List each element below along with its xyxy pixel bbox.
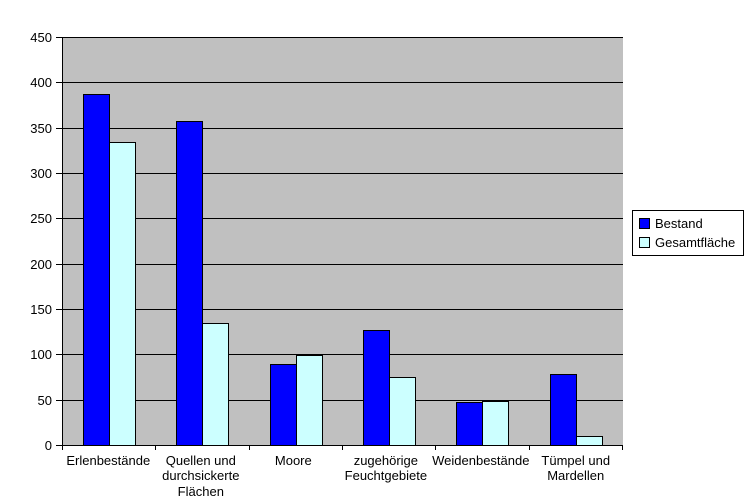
legend: Bestand Gesamtfläche (632, 210, 745, 256)
y-tick-label-100: 100 (30, 347, 52, 362)
gridline-250 (63, 218, 623, 219)
gridline-350 (63, 128, 623, 129)
gridline-450 (63, 37, 623, 38)
gridline-150 (63, 309, 623, 310)
legend-label: Gesamtfläche (655, 235, 736, 250)
bar-gesamtfläche-3 (389, 377, 417, 445)
y-tick-400 (56, 82, 62, 83)
category-group-5 (530, 37, 623, 445)
y-tick-200 (56, 264, 62, 265)
bar-gesamtfläche-2 (295, 355, 323, 445)
bar-bestand-2 (269, 364, 297, 445)
y-tick-label-50: 50 (37, 393, 52, 408)
y-tick-450 (56, 37, 62, 38)
x-tick-4 (435, 446, 436, 450)
y-tick-label-450: 450 (30, 30, 52, 45)
y-tick-0 (56, 445, 62, 446)
category-group-2 (250, 37, 343, 445)
x-tick-6 (622, 446, 623, 450)
y-tick-300 (56, 173, 62, 174)
category-group-1 (156, 37, 249, 445)
x-category-label-3: zugehörige Feuchtgebiete (344, 453, 428, 484)
bar-bestand-4 (456, 402, 484, 445)
gridline-400 (63, 82, 623, 83)
x-tick-3 (342, 446, 343, 450)
y-tick-100 (56, 354, 62, 355)
bar-gesamtfläche-5 (575, 436, 603, 445)
x-category-label-1: Quellen und durchsickerte Flächen (162, 453, 240, 498)
bar-gesamtfläche-4 (482, 401, 510, 445)
bar-gesamtfläche-1 (202, 323, 230, 445)
x-category-label-5: Tümpel und Mardellen (541, 453, 611, 484)
y-tick-label-150: 150 (30, 302, 52, 317)
legend-item-bestand: Bestand (639, 216, 735, 231)
x-tick-2 (249, 446, 250, 450)
legend-swatch-icon (639, 237, 650, 248)
bar-gesamtfläche-0 (109, 142, 137, 445)
x-tick-5 (529, 446, 530, 450)
x-category-label-4: Weidenbestände (432, 453, 530, 468)
x-tick-1 (155, 446, 156, 450)
y-tick-label-200: 200 (30, 257, 52, 272)
y-tick-50 (56, 400, 62, 401)
y-tick-label-350: 350 (30, 121, 52, 136)
gridline-100 (63, 354, 623, 355)
bar-bestand-1 (176, 121, 204, 445)
category-group-0 (63, 37, 156, 445)
y-tick-label-300: 300 (30, 166, 52, 181)
y-tick-label-250: 250 (30, 211, 52, 226)
gridline-50 (63, 400, 623, 401)
category-group-3 (343, 37, 436, 445)
y-tick-250 (56, 218, 62, 219)
plot-area (62, 37, 623, 446)
legend-item-gesamtfläche: Gesamtfläche (639, 235, 735, 250)
x-axis-labels: Erlenbestände Quellen und durchsickerte F… (62, 453, 622, 498)
x-category-label-2: Moore (274, 453, 312, 468)
bar-bestand-3 (363, 330, 391, 445)
bar-bestand-5 (549, 374, 577, 445)
bars-row (63, 37, 623, 445)
legend-swatch-icon (639, 218, 650, 229)
gridline-200 (63, 264, 623, 265)
x-category-label-0: Erlenbestände (66, 453, 151, 468)
y-tick-label-400: 400 (30, 75, 52, 90)
legend-label: Bestand (655, 216, 703, 231)
y-tick-label-0: 0 (44, 438, 52, 453)
x-tick-0 (62, 446, 63, 450)
category-group-4 (436, 37, 529, 445)
bar-bestand-0 (83, 94, 111, 445)
y-tick-350 (56, 128, 62, 129)
gridline-300 (63, 173, 623, 174)
y-tick-150 (56, 309, 62, 310)
